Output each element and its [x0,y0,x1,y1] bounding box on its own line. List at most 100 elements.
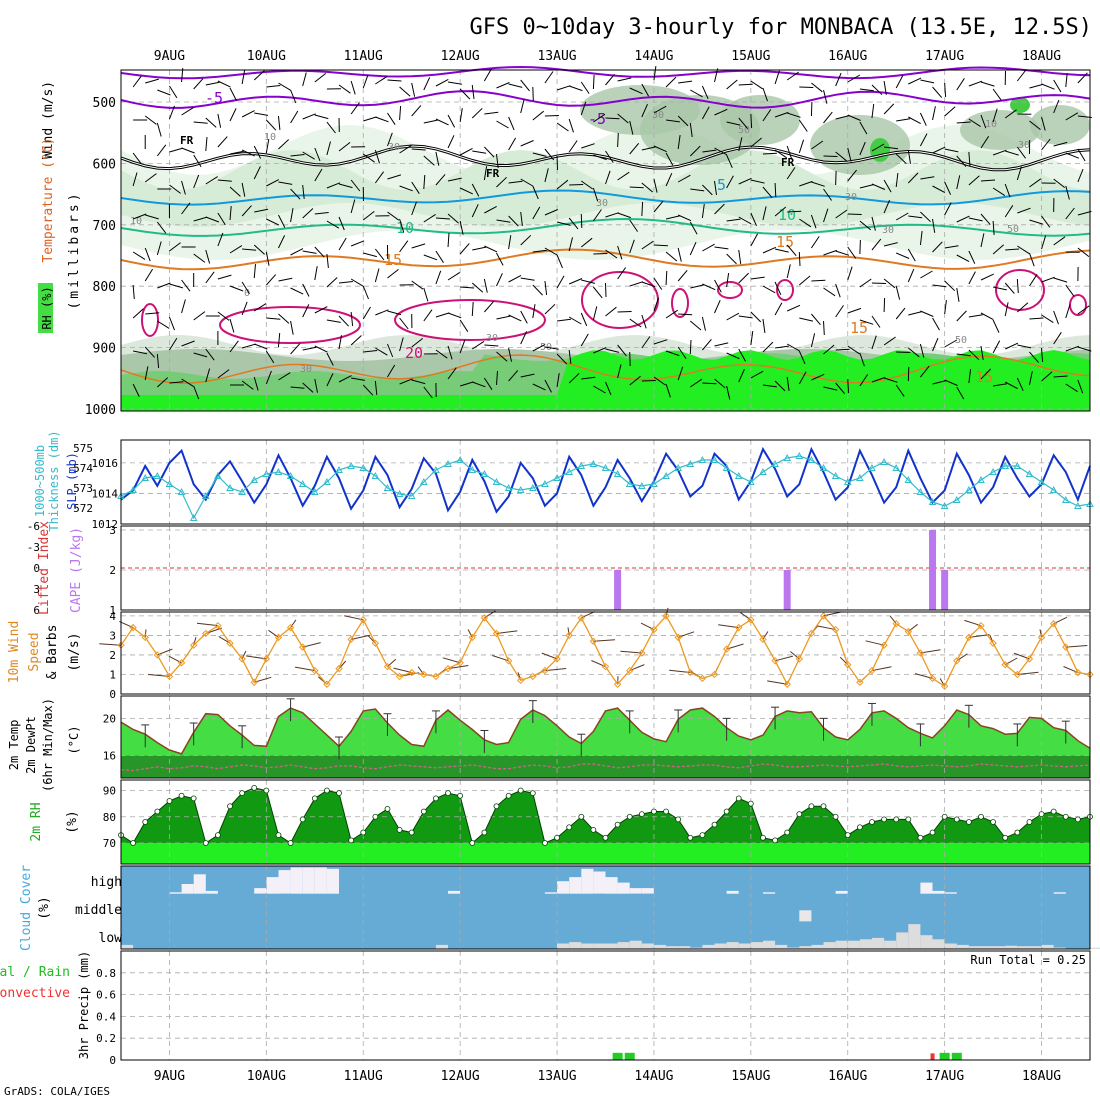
rh2m-point [143,820,148,825]
wind10-tick-label: 1 [109,668,116,681]
upper-wind-barb [739,84,753,85]
date-label-bottom: 14AUG [634,1069,673,1084]
precip-total-bar [613,1053,623,1060]
date-label-bottom: 13AUG [537,1069,576,1084]
upper-wind-barb [763,153,777,154]
temp2m-tick-label: 16 [103,750,116,763]
rh2m-point [542,841,547,846]
cloud-cover-bar [702,945,714,949]
cloud-cover-bar [206,891,218,894]
upper-wind-barb [581,214,582,228]
rh2m-point [276,833,281,838]
rh2m-point [1063,814,1068,819]
rh-contour-label: 30 [300,364,312,375]
date-label-top: 13AUG [537,49,576,64]
rh2m-point [845,833,850,838]
rh-contour-label: 50 [738,125,750,136]
rh2m-point [857,825,862,830]
upper-wind-barb [606,118,620,119]
cloud-cover-bar [763,892,775,893]
rh2m-point [446,791,451,796]
slp-ylabel-thickness-2: Thickness (dm) [47,430,61,531]
cloud-cover-bar [824,942,836,949]
precip-run-total: Run Total = 0.25 [970,953,1086,967]
rh2m-point [1075,817,1080,822]
rh2m-point [773,838,778,843]
rh2m-point [579,814,584,819]
cloud-cover-bar [557,944,569,950]
cloud-cover-bar [920,883,932,894]
date-label-bottom: 9AUG [154,1069,185,1084]
temp-contour-label: 20 [405,344,423,362]
footer-credit: GrADS: COLA/IGES [4,1085,110,1098]
cloud-cover-bar [593,872,605,894]
rh2m-point [361,830,366,835]
upper-wind-barb [896,352,910,353]
rh2m-point [167,799,172,804]
rh2m-point [966,820,971,825]
upper-wind-barb [799,252,800,266]
rh2m-point [191,796,196,801]
rh2m-point [930,830,935,835]
precip-total-bar [952,1053,962,1060]
rh2m-point [482,830,487,835]
temp-contour-label: 15 [975,368,993,386]
cloud-cover-bar [836,941,848,949]
rh2m-point [760,835,765,840]
chart-title: GFS 0~10day 3-hourly for MONBACA (13.5E,… [469,15,1092,40]
cloud-cover-bar [799,910,811,921]
date-label-bottom: 10AUG [247,1069,286,1084]
rh2m-point [918,835,923,840]
cloud-cover-bar [1054,892,1066,893]
upper-wind-barb [824,156,838,157]
precip-tick-label: 0.6 [96,989,116,1002]
date-label-top: 9AUG [154,49,185,64]
date-label-bottom: 11AUG [344,1069,383,1084]
cloud-cover-bar [545,892,557,893]
freezing-label: FR [781,156,795,169]
upper-wind-barb [630,187,644,188]
rh2m-point [240,791,245,796]
cloud-cover-bar [1042,945,1054,949]
rh-contour-label: 30 [486,333,498,344]
rh2m-point [288,841,293,846]
rh2m-point [627,814,632,819]
temp2m-ylabel-1: 2m Temp [7,720,21,771]
upper-wind-barb [593,254,607,255]
rh-contour-label: 30 [845,192,857,203]
freezing-label: FR [486,167,500,180]
rh2m-point [1015,830,1020,835]
cloud-cover-bar [751,942,763,949]
cape-ylabel-li: Lifted Index [37,521,52,615]
rh2m-point [397,827,402,832]
cloud-cover-bar [908,924,920,949]
rh2m-point [797,812,802,817]
temp2m-ylabel-units: (°C) [67,726,81,755]
cloud-cover-bar [254,888,266,894]
cloud-cover-bar [630,888,642,894]
cloud-cover-bar [593,944,605,950]
date-label-top: 10AUG [247,49,286,64]
rh2m-point [155,809,160,814]
cloud-cover-bar [836,891,848,894]
cloud-cover-panel [121,866,1100,949]
rh2m-tick-label: 70 [103,837,116,850]
rh2m-point [409,830,414,835]
cloud-cover-bar [727,942,739,949]
cloud-cover-bar [315,867,327,893]
precip-tick-label: 0.2 [96,1032,116,1045]
cloud-cover-bar [630,941,642,949]
cloud-cover-bar [848,941,860,949]
upper-wind-barb [654,245,668,246]
upper-wind-barb [811,280,825,281]
cape-bar [941,570,948,610]
rh2m-point [736,796,741,801]
upper-wind-barb [702,383,716,384]
cloud-cover-bar [618,942,630,949]
rh2m-point [131,841,136,846]
slp-ylabel-slp: SLP (mb) [65,452,79,510]
upper-rh-blob [720,95,800,145]
rh2m-point [591,827,596,832]
rh2m-point [228,804,233,809]
cloud-level-high: high [91,875,122,890]
